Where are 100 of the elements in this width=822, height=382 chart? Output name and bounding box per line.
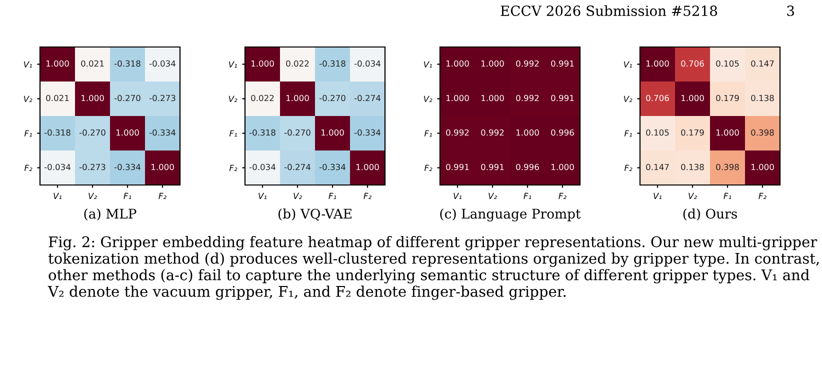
data-label: -0.034 bbox=[149, 60, 176, 67]
data-label: 0.992 bbox=[516, 94, 539, 102]
data-label: 0.398 bbox=[716, 164, 739, 170]
data-label: 1.000 bbox=[446, 94, 469, 102]
data-label: 1.000 bbox=[516, 129, 539, 136]
data-label: 1.000 bbox=[646, 60, 669, 67]
data-label: -0.274 bbox=[354, 94, 380, 102]
x-tick-label: F₂ bbox=[158, 192, 166, 199]
data-label: 0.105 bbox=[716, 60, 739, 67]
data-label: 0.991 bbox=[446, 164, 469, 170]
x-tick-label: V₁ bbox=[258, 192, 267, 199]
text: (c) Language Prompt bbox=[440, 208, 581, 222]
data-label: -0.274 bbox=[284, 164, 310, 170]
x-tick-label: V₂ bbox=[88, 192, 97, 199]
x-tick-label: F₁ bbox=[328, 192, 336, 199]
data-label: 0.992 bbox=[446, 129, 469, 136]
y-tick-label: V₁ bbox=[624, 61, 632, 68]
x-tick-label: F₂ bbox=[758, 192, 766, 199]
data-label: 0.996 bbox=[516, 164, 539, 170]
caption: Fig. 2: Gripper embedding feature heatmap of different gripper representations. Our new multi-gripper tokenization method (d) produces well-clustered representations organized by gripper type. In contrast, other methods (a-c) fail to capture the underlying semantic structure of different gripper types. V₁ and V₂ denote the vacuum gripper, F₁, and F₂ denote finger-based gripper. bbox=[48, 236, 819, 300]
data-label: -0.270 bbox=[284, 129, 310, 136]
data-label: 1.000 bbox=[81, 94, 104, 102]
data-label: 0.022 bbox=[251, 94, 274, 102]
text: (a) MLP bbox=[84, 208, 136, 221]
data-label: 1.000 bbox=[716, 129, 739, 136]
y-tick-label: F₁ bbox=[24, 130, 32, 136]
x-tick-label: F₁ bbox=[524, 192, 532, 199]
data-label: 1.000 bbox=[151, 164, 174, 170]
data-label: 0.991 bbox=[551, 94, 574, 102]
data-label: -0.334 bbox=[114, 164, 140, 170]
x-tick-label: F₁ bbox=[124, 192, 132, 199]
data-label: -0.334 bbox=[354, 129, 380, 136]
data-label: 1.000 bbox=[446, 60, 469, 67]
data-label: -0.318 bbox=[114, 60, 140, 67]
data-label: -0.034 bbox=[249, 164, 276, 170]
data-label: 0.105 bbox=[646, 129, 669, 136]
data-label: -0.270 bbox=[319, 94, 346, 102]
data-label: -0.273 bbox=[79, 164, 106, 170]
data-label: 0.992 bbox=[481, 129, 504, 136]
y-tick-label: F₁ bbox=[624, 130, 632, 136]
y-tick-label: F₂ bbox=[229, 164, 238, 171]
data-label: -0.270 bbox=[114, 94, 140, 102]
data-label: -0.034 bbox=[354, 60, 380, 67]
data-label: 0.991 bbox=[551, 60, 574, 67]
x-tick-label: F₂ bbox=[558, 192, 566, 199]
text: (b) VQ-VAE bbox=[278, 208, 352, 221]
x-tick-label: F₁ bbox=[724, 192, 732, 199]
data-label: 1.000 bbox=[321, 129, 344, 136]
y-tick-label: F₂ bbox=[424, 164, 432, 171]
data-label: -0.034 bbox=[44, 164, 70, 170]
data-label: 0.706 bbox=[681, 60, 704, 67]
data-label: 0.147 bbox=[751, 60, 774, 67]
text: (d) Ours bbox=[683, 208, 737, 221]
data-label: 0.398 bbox=[751, 129, 774, 136]
x-tick-label: V₂ bbox=[294, 192, 302, 199]
data-label: 1.000 bbox=[286, 94, 309, 102]
text: 3 bbox=[787, 6, 794, 16]
data-label: 0.138 bbox=[751, 94, 774, 102]
x-tick-label: F₂ bbox=[364, 192, 372, 199]
data-label: 0.179 bbox=[716, 94, 739, 102]
text: ECCV 2026 Submission #5218 bbox=[500, 5, 718, 16]
data-label: 1.000 bbox=[481, 94, 504, 102]
y-tick-label: F₂ bbox=[624, 164, 632, 171]
y-tick-label: V₂ bbox=[24, 96, 32, 102]
data-label: 0.992 bbox=[516, 60, 539, 67]
data-label: 1.000 bbox=[356, 164, 379, 170]
data-label: 1.000 bbox=[116, 129, 139, 136]
data-label: 1.000 bbox=[46, 60, 69, 67]
data-label: -0.318 bbox=[319, 60, 346, 67]
data-label: 1.000 bbox=[481, 60, 504, 67]
y-tick-label: V₁ bbox=[424, 61, 432, 68]
data-label: -0.334 bbox=[149, 129, 176, 136]
data-label: 1.000 bbox=[681, 94, 704, 102]
x-tick-label: V₂ bbox=[488, 192, 497, 199]
data-label: 0.996 bbox=[551, 129, 574, 136]
x-tick-label: V₁ bbox=[454, 192, 462, 199]
data-label: -0.334 bbox=[319, 164, 346, 170]
data-label: -0.273 bbox=[149, 94, 176, 102]
data-label: 0.021 bbox=[81, 60, 104, 67]
y-tick-label: V₂ bbox=[228, 96, 238, 102]
y-tick-label: F₂ bbox=[24, 164, 32, 171]
data-label: -0.270 bbox=[79, 129, 106, 136]
data-label: 0.991 bbox=[481, 164, 504, 170]
y-tick-label: F₁ bbox=[424, 130, 432, 136]
y-tick-label: V₂ bbox=[624, 96, 632, 102]
x-tick-label: V₂ bbox=[688, 192, 697, 199]
data-label: 1.000 bbox=[751, 164, 774, 170]
y-tick-label: V₁ bbox=[24, 61, 32, 68]
data-label: -0.318 bbox=[249, 129, 276, 136]
data-label: 0.147 bbox=[646, 164, 669, 170]
data-label: 0.021 bbox=[46, 94, 69, 102]
data-label: 1.000 bbox=[551, 164, 574, 170]
data-label: 1.000 bbox=[251, 60, 274, 67]
data-label: 0.138 bbox=[681, 164, 704, 170]
data-label: 0.179 bbox=[681, 129, 704, 136]
data-label: 0.706 bbox=[646, 94, 669, 102]
y-tick-label: F₁ bbox=[229, 130, 237, 136]
x-tick-label: V₁ bbox=[54, 192, 62, 199]
x-tick-label: V₁ bbox=[654, 192, 662, 199]
data-label: -0.318 bbox=[44, 129, 70, 136]
